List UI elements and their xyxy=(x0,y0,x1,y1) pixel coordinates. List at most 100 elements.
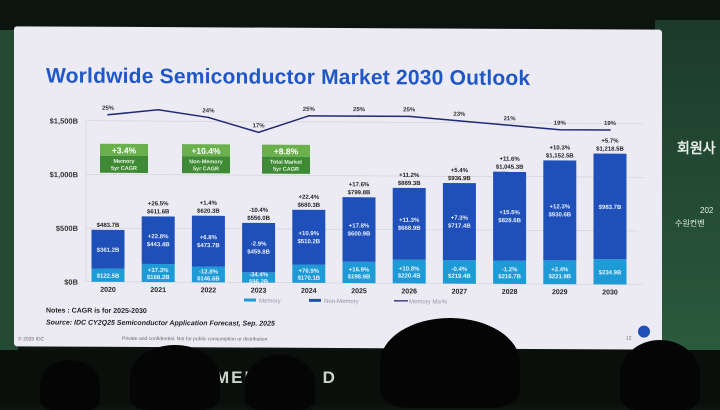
total-value-label: $620.3B xyxy=(197,209,220,215)
memory-value-label: $216.7B xyxy=(498,274,521,280)
memory-value-label: $220.4B xyxy=(398,273,421,279)
total-value-label: $1,045.3B xyxy=(496,165,524,171)
memory-mix-label: 17% xyxy=(253,123,266,129)
non-memory-value-label: $361.2B xyxy=(97,248,120,254)
audience-head xyxy=(40,360,100,410)
non-memory-value-label: $668.9B xyxy=(398,226,421,232)
memory-value-label: $146.6B xyxy=(197,276,220,282)
memory-mix-point xyxy=(358,115,360,117)
page-number: 12 xyxy=(626,336,632,342)
memory-mix-label: 19% xyxy=(604,121,617,127)
x-tick-label: 2025 xyxy=(351,288,367,295)
memory-value-label: $219.4B xyxy=(448,274,471,280)
y-tick-label: $1,000B xyxy=(50,170,79,179)
memory-growth-label: +16.9% xyxy=(349,267,370,273)
total-value-label: $936.9B xyxy=(448,176,471,182)
memory-growth-label: -0.4% xyxy=(452,267,468,273)
legend-swatch xyxy=(244,299,256,302)
non-memory-value-label: $443.4B xyxy=(147,242,170,248)
idc-logo-icon xyxy=(638,326,650,338)
x-tick-label: 2023 xyxy=(251,288,267,295)
memory-mix-label: 25% xyxy=(403,107,416,113)
non-memory-value-label: $828.6B xyxy=(498,218,521,224)
memory-value-label: $122.5B xyxy=(97,274,120,280)
total-value-label: $611.6B xyxy=(147,209,170,215)
total-growth-label: +5.4% xyxy=(451,168,469,174)
stage-floor xyxy=(0,350,720,405)
non-memory-value-label: $983.7B xyxy=(599,205,622,211)
memory-mix-point xyxy=(408,116,410,118)
x-tick-label: 2024 xyxy=(301,288,317,295)
memory-mix-point xyxy=(459,120,461,122)
cagr-label: 5yr CAGR xyxy=(193,166,219,172)
legend-swatch xyxy=(309,299,321,302)
total-growth-label: +5.7% xyxy=(601,139,619,145)
audience-head xyxy=(620,340,700,410)
memory-mix-point xyxy=(107,114,109,116)
x-tick-label: 2022 xyxy=(201,287,217,294)
memory-growth-label: -12.8% xyxy=(199,269,219,275)
total-value-label: $483.7B xyxy=(97,223,120,229)
non-memory-growth-label: +6.8% xyxy=(200,235,218,241)
memory-mix-point xyxy=(308,115,310,117)
presentation-slide: Worldwide Semiconductor Market 2030 Outl… xyxy=(14,26,662,349)
non-memory-value-label: $930.6B xyxy=(548,212,571,218)
non-memory-value-label: $717.4B xyxy=(448,224,471,230)
memory-value-label: $96.2B xyxy=(249,279,269,285)
non-memory-growth-label: +17.8% xyxy=(349,223,370,229)
x-tick-label: 2027 xyxy=(452,289,468,296)
x-tick-label: 2026 xyxy=(401,288,417,295)
notes-text: Notes : CAGR is for 2025-2030 xyxy=(46,307,147,315)
total-value-label: $1,152.5B xyxy=(546,153,574,159)
memory-growth-label: +76.9% xyxy=(299,269,320,275)
memory-mix-label: 25% xyxy=(353,107,366,113)
total-growth-label: +11.6% xyxy=(500,157,521,163)
cagr-label: 5yr CAGR xyxy=(111,166,137,172)
copyright: © 2025 IDC xyxy=(18,336,44,342)
memory-growth-label: -1.2% xyxy=(502,267,518,273)
non-memory-growth-label: +12.3% xyxy=(550,204,571,210)
source-text: Source: IDC CY2Q25 Semiconductor Applica… xyxy=(46,319,275,327)
non-memory-growth-label: +10.9% xyxy=(299,231,320,237)
cagr-label: 5yr CAGR xyxy=(273,167,299,173)
cagr-label: Non-Memory xyxy=(189,159,224,165)
cagr-value: +8.8% xyxy=(274,146,299,156)
memory-mix-label: 21% xyxy=(504,116,517,122)
total-growth-label: +26.5% xyxy=(148,201,169,207)
memory-mix-point xyxy=(559,129,561,131)
memory-value-label: $221.9B xyxy=(548,274,571,280)
memory-mix-point xyxy=(258,132,260,134)
total-growth-label: +1.4% xyxy=(200,201,218,207)
memory-value-label: $234.9B xyxy=(599,270,622,276)
total-growth-label: +10.3% xyxy=(550,145,571,151)
memory-mix-point xyxy=(509,124,511,126)
memory-growth-label: +10.8% xyxy=(399,266,420,272)
total-growth-label: +22.4% xyxy=(299,195,320,201)
legend-label: Non-Memory xyxy=(324,299,359,305)
non-memory-growth-label: -2.9% xyxy=(251,242,267,248)
side-text: 202 xyxy=(700,206,713,215)
x-tick-label: 2029 xyxy=(552,289,568,296)
memory-mix-label: 19% xyxy=(554,121,567,127)
non-memory-value-label: $510.2B xyxy=(297,239,320,245)
total-value-label: $556.0B xyxy=(247,216,270,222)
memory-mix-point xyxy=(208,117,210,119)
cagr-value: +3.4% xyxy=(112,145,137,155)
memory-mix-point xyxy=(157,109,159,111)
side-text: 회원사 xyxy=(677,138,716,158)
memory-mix-label: 23% xyxy=(453,112,466,118)
x-tick-label: 2020 xyxy=(100,287,116,294)
legend-label: Memory Mix% xyxy=(409,299,448,305)
memory-growth-label: +2.4% xyxy=(551,267,569,273)
total-growth-label: +11.2% xyxy=(399,173,420,179)
cagr-value: +10.4% xyxy=(191,146,221,156)
x-tick-label: 2028 xyxy=(502,289,518,296)
y-tick-label: $0B xyxy=(64,278,78,287)
y-tick-label: $500B xyxy=(56,224,79,233)
non-memory-growth-label: +11.3% xyxy=(399,218,420,224)
total-growth-label: -10.4% xyxy=(249,208,269,214)
total-value-label: $680.3B xyxy=(297,203,320,209)
memory-mix-label: 25% xyxy=(303,107,316,113)
cagr-label: Total Market xyxy=(270,160,302,166)
